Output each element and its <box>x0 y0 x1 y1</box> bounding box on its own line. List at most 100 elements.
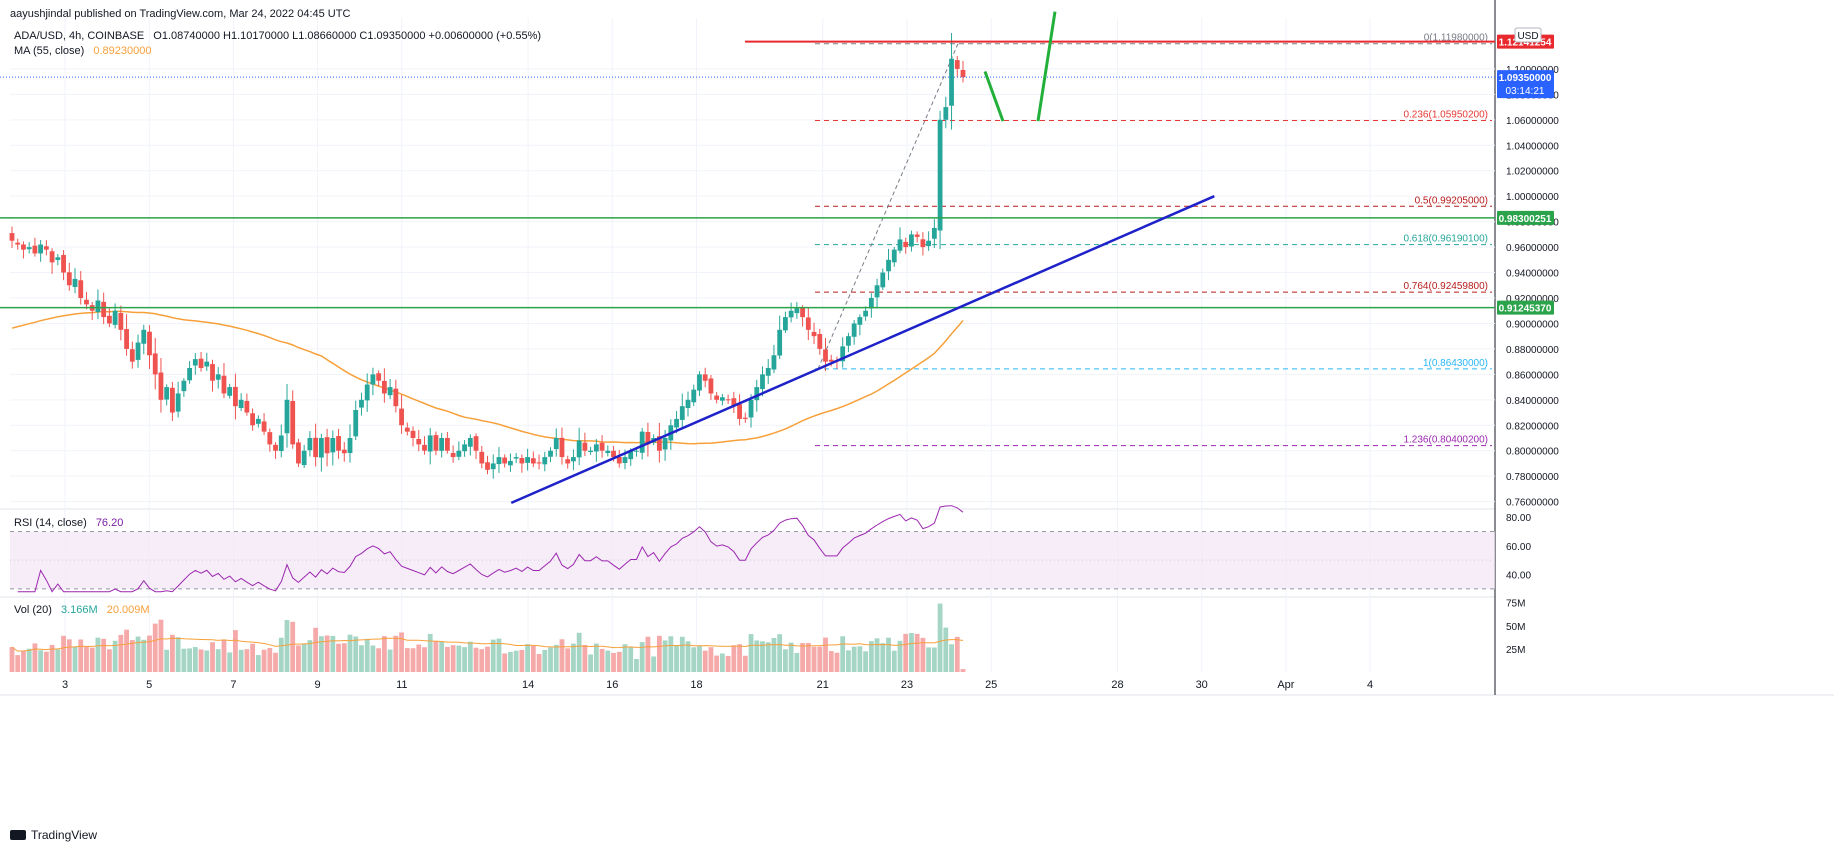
volume-bar <box>198 649 204 672</box>
candle-body <box>513 457 519 459</box>
support-price-tag-bg <box>1497 210 1554 225</box>
volume-bar <box>479 649 485 672</box>
candle-body <box>857 317 863 325</box>
x-tick-label: 14 <box>522 679 534 691</box>
time-axis: 3 5 7 9 11 14 16 18 21 23 25 28 30 Apr 4 <box>62 679 1373 691</box>
volume-bar <box>886 637 891 672</box>
volume-bar <box>742 655 748 672</box>
ma-legend-label[interactable]: MA (55, close) <box>14 45 85 57</box>
volume-bar <box>679 636 685 672</box>
volume-bar <box>296 645 301 672</box>
candle-body <box>725 399 731 401</box>
volume-bar <box>685 641 691 672</box>
y-tick-label: 1.02000000 <box>1506 167 1559 178</box>
candle-body <box>66 272 72 286</box>
y-tick-label: 0.92000000 <box>1506 294 1559 305</box>
candle-body <box>250 413 256 426</box>
candle-body <box>255 418 261 424</box>
candle-body <box>880 272 886 288</box>
x-tick-label: 23 <box>901 679 913 691</box>
symbol-label[interactable]: ADA/USD, 4h, COINBASE <box>14 30 145 42</box>
volume-bar <box>674 644 679 672</box>
candle-body <box>863 310 869 317</box>
volume-bar <box>851 646 857 672</box>
candle-body <box>359 399 364 408</box>
y-tick-label: 0.76000000 <box>1506 498 1559 509</box>
candle-body <box>290 400 296 445</box>
candle-body <box>582 442 588 451</box>
candle-body <box>903 241 909 248</box>
current-price-tag-bg <box>1497 70 1554 99</box>
candle-body <box>238 399 244 408</box>
volume-bar <box>628 646 634 672</box>
volume-bar <box>783 649 788 672</box>
volume-bar <box>868 641 874 672</box>
candle-body <box>886 259 891 272</box>
candle-body <box>788 310 794 318</box>
candle-body <box>490 463 496 470</box>
volume-bar <box>410 648 416 672</box>
candle-body <box>960 69 966 78</box>
candle-body <box>307 438 313 451</box>
candle-body <box>874 285 880 298</box>
volume-bar <box>496 638 502 672</box>
projection-up-stroke <box>1036 11 1057 122</box>
candle-body <box>152 353 158 375</box>
trendline <box>510 195 1215 505</box>
volume-bar <box>754 640 760 672</box>
currency-badge: USD <box>1517 31 1538 42</box>
candle-body <box>708 378 714 394</box>
volume-bar <box>210 642 215 672</box>
candle-body <box>479 451 485 464</box>
candle-body <box>811 331 817 337</box>
volume-bar <box>760 641 765 672</box>
candle-body <box>771 355 777 370</box>
vol-legend-label[interactable]: Vol (20) <box>14 604 52 616</box>
volume-bar <box>66 639 72 672</box>
volume-bar <box>651 656 657 672</box>
ma-line-group <box>11 310 964 445</box>
support-price-tag: 0.91245370 <box>1499 304 1552 315</box>
rsi-tick-label: 40.00 <box>1506 571 1531 582</box>
volume-bar <box>78 639 84 672</box>
volume-bars <box>9 603 966 672</box>
candle-body <box>949 58 954 106</box>
candle-body <box>95 300 101 313</box>
rsi-legend-label[interactable]: RSI (14, close) <box>14 517 87 529</box>
volume-bar <box>404 648 410 672</box>
volume-bar <box>462 647 467 672</box>
candle-body <box>656 436 662 451</box>
volume-bar <box>233 630 238 672</box>
volume-bar <box>937 603 943 672</box>
x-tick-label: 3 <box>62 679 68 691</box>
candle-body <box>49 251 55 263</box>
volume-bar <box>645 636 651 672</box>
volume-bar <box>530 645 536 672</box>
candle-body <box>674 418 679 428</box>
volume-bar <box>26 648 32 672</box>
volume-bar <box>324 635 330 672</box>
candle-body <box>330 438 336 453</box>
candle-body <box>198 358 204 368</box>
volume-bar <box>467 641 473 672</box>
volume-bar <box>152 623 158 672</box>
y-tick-label: 1.04000000 <box>1506 141 1559 152</box>
volume-bar <box>89 647 95 672</box>
candle-body <box>399 408 404 426</box>
volume-bar <box>662 640 668 672</box>
tradingview-brand[interactable]: TradingView <box>10 828 97 842</box>
volume-bar <box>903 633 909 672</box>
volume-bar <box>582 644 588 672</box>
x-tick-label: 11 <box>396 679 407 691</box>
volume-bar <box>914 633 920 672</box>
candle-body <box>851 323 857 337</box>
volume-bar <box>954 636 960 672</box>
candle-body <box>805 317 811 330</box>
candle-body <box>72 278 78 287</box>
candle-body <box>444 437 450 451</box>
candle-body <box>467 438 473 447</box>
volume-bar <box>960 669 966 672</box>
x-tick-label: 5 <box>146 679 152 691</box>
volume-bar <box>15 655 21 672</box>
candle-body <box>9 233 15 241</box>
